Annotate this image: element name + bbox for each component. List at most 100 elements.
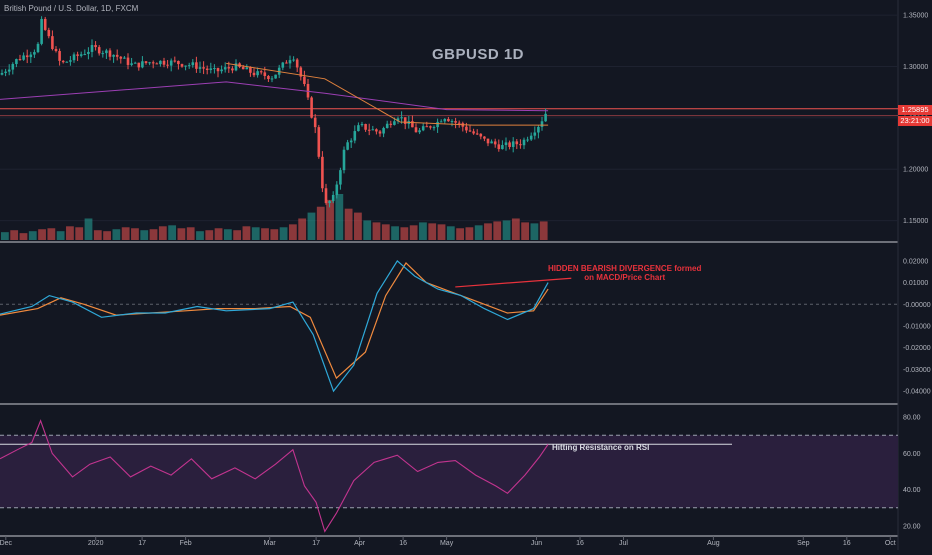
candle-body [313, 117, 317, 128]
volume-bar [391, 226, 399, 240]
rsi-tick-label: 80.00 [903, 415, 921, 422]
macd-panel[interactable] [0, 259, 898, 393]
candle-body [83, 54, 87, 56]
volume-bar [316, 206, 325, 240]
symbol-title[interactable]: British Pound / U.S. Dollar, 1D, FXCM [4, 4, 139, 13]
candle-body [385, 123, 389, 129]
candle-body [43, 18, 47, 30]
volume-bar [84, 218, 93, 240]
candle-body [450, 121, 454, 123]
candle-body [101, 53, 105, 55]
candle-body [184, 65, 187, 67]
macd-line [0, 259, 549, 393]
candle-body [198, 67, 202, 69]
candle-body [90, 45, 94, 52]
volume-bar [298, 218, 307, 240]
candle-body [497, 144, 501, 150]
volume-bar [419, 222, 427, 240]
candle-body [159, 60, 162, 65]
candle-body [22, 55, 25, 60]
candle-body [79, 54, 83, 56]
volume-bar [511, 218, 520, 240]
volume-bar [112, 229, 121, 240]
candle-body [97, 47, 101, 54]
volume-bar [335, 194, 344, 240]
volume-bar [158, 226, 167, 240]
candle-body [400, 117, 403, 119]
candle-body [540, 121, 544, 127]
price-panel[interactable] [0, 16, 898, 208]
candle-body [306, 83, 310, 98]
volume-bar [205, 230, 214, 240]
candle-body [367, 129, 371, 131]
candle-body [357, 125, 360, 132]
candle-body [396, 118, 400, 122]
candle-body [180, 64, 184, 67]
x-tick-label: Oct [885, 540, 896, 547]
divergence-note-line2: on MACD/Price Chart [584, 273, 666, 282]
x-tick-label: Mar [264, 540, 277, 547]
volume-bar [307, 212, 316, 240]
candle-body [335, 184, 339, 195]
volume-bar [344, 208, 353, 240]
candle-body [72, 54, 76, 61]
volume-bar [502, 220, 511, 240]
x-tick-label: 16 [843, 540, 851, 547]
candle-body [133, 62, 137, 64]
candle-body [205, 68, 209, 70]
candle-body [468, 130, 472, 132]
candle-body [429, 126, 432, 128]
candle-body [479, 133, 483, 137]
candle-body [465, 126, 468, 131]
candle-body [295, 59, 299, 68]
candle-body [4, 71, 7, 74]
candle-body [234, 63, 238, 71]
volume-bar [251, 227, 260, 240]
rsi-tick-label: 20.00 [903, 523, 921, 530]
candle-body [339, 170, 342, 185]
candle-body [25, 55, 29, 58]
x-tick-label: Feb [180, 540, 192, 547]
volume-bar [493, 221, 502, 240]
candle-body [504, 142, 508, 146]
candle-body [241, 66, 245, 70]
candle-body [223, 67, 227, 70]
candle-body [483, 136, 486, 139]
volume-bar [121, 227, 130, 240]
divergence-trend-line [455, 277, 572, 288]
candle-body [457, 122, 461, 124]
candle-body [195, 62, 198, 69]
candle-body [162, 60, 166, 65]
volume-bar [270, 229, 279, 240]
macd-signal-line [0, 262, 549, 380]
candle-body [130, 63, 133, 65]
candle-body [493, 141, 497, 145]
macd-tick-label: -0.03000 [903, 367, 931, 374]
rsi-panel[interactable] [0, 419, 898, 533]
grid-layer [0, 0, 899, 550]
volume-bar [196, 231, 204, 240]
x-tick-label: Apr [354, 540, 366, 547]
candle-body [94, 45, 97, 48]
candle-body [263, 72, 267, 76]
candle-body [277, 67, 281, 75]
price-tick-label: 1.20000 [903, 167, 928, 174]
last-price-tag: 1.25895 [898, 105, 932, 115]
volume-bar [372, 222, 381, 240]
candle-body [529, 135, 533, 140]
candle-body [515, 141, 519, 145]
candle-body [58, 51, 61, 61]
x-tick-label: Aug [707, 540, 720, 547]
candle-body [115, 54, 119, 57]
candle-body [364, 124, 367, 130]
volume-bar [140, 230, 149, 240]
candle-body [69, 60, 72, 62]
volume-bar [456, 228, 464, 240]
candle-body [76, 54, 79, 56]
candle-body [414, 127, 418, 133]
candle-body [47, 29, 51, 37]
x-tick-label: Sep [797, 540, 810, 547]
volume-bar [177, 228, 186, 240]
